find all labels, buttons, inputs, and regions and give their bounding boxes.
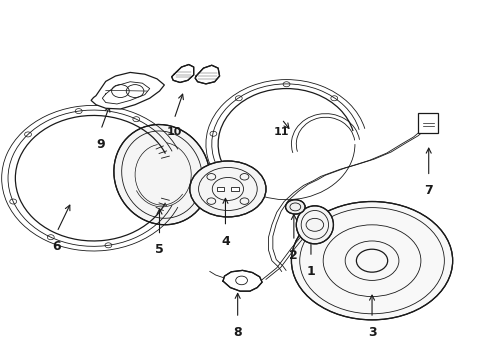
Text: 9: 9 [97,138,105,151]
Text: 11: 11 [274,127,290,137]
Circle shape [292,202,453,320]
Text: 5: 5 [155,243,164,256]
Circle shape [286,200,305,214]
Bar [231,187,239,191]
Circle shape [190,161,266,217]
Polygon shape [195,65,220,84]
Text: 8: 8 [233,326,242,339]
Polygon shape [172,64,194,82]
Text: 4: 4 [221,234,230,248]
Text: 3: 3 [368,326,376,339]
Ellipse shape [296,206,333,244]
Text: 2: 2 [290,249,298,262]
Polygon shape [223,270,262,291]
FancyBboxPatch shape [418,113,439,133]
Bar [217,187,224,191]
Polygon shape [91,72,164,109]
Text: 10: 10 [167,127,182,137]
Text: 6: 6 [52,240,61,253]
Ellipse shape [114,125,210,225]
Text: 7: 7 [424,184,433,197]
Text: 1: 1 [307,265,316,278]
